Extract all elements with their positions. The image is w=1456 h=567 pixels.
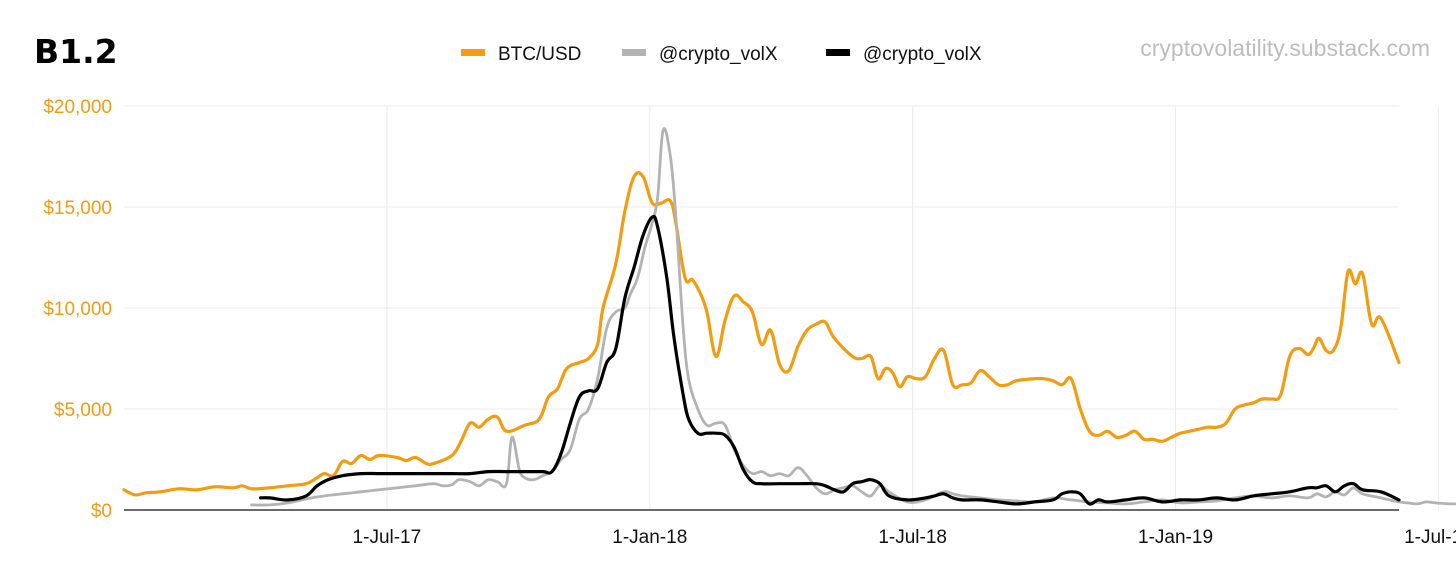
legend-swatch-volx-black [826,49,850,56]
legend-label-btc: BTC/USD [498,44,581,65]
gridlines [124,105,1439,510]
y-tick-label: $0 [91,501,112,522]
y-tick-label: $20,000 [43,97,112,118]
y-tick-label: $10,000 [43,299,112,320]
legend-label-volx-black: @crypto_volX [863,44,982,65]
legend-item-volx-gray: @crypto_volX [622,44,778,65]
series-line-volx-gray [250,127,1456,507]
legend-swatch-btc [461,49,485,56]
legend-label-volx-gray: @crypto_volX [659,44,778,65]
legend-swatch-volx-gray [622,49,646,56]
legend-item-btc: BTC/USD [461,44,581,65]
series-line-btc-usd [122,171,1401,497]
legend-item-volx-black: @crypto_volX [826,44,982,65]
x-tick-label: 1-Jan-19 [1138,527,1213,548]
x-tick-label: 1-Jul-17 [353,527,422,548]
y-tick-label: $5,000 [54,400,112,421]
x-tick-label: 1-Jan-18 [612,527,687,548]
legend: BTC/USD @crypto_volX @crypto_volX [461,44,982,65]
series-line-volx-black [259,214,1401,506]
chart-title: B1.2 [34,32,118,71]
y-axis: $0 $5,000 $10,000 $15,000 $20,000 [43,97,112,522]
x-tick-label: 1-Jul-18 [878,527,947,548]
watermark-text: cryptovolatility.substack.com [1140,35,1430,61]
x-tick-label: 1-Jul-19 [1404,527,1456,548]
plot-area [122,127,1456,507]
x-axis: 1-Jul-17 1-Jan-18 1-Jul-18 1-Jan-19 1-Jul-19 [124,509,1456,548]
y-tick-label: $15,000 [43,198,112,219]
